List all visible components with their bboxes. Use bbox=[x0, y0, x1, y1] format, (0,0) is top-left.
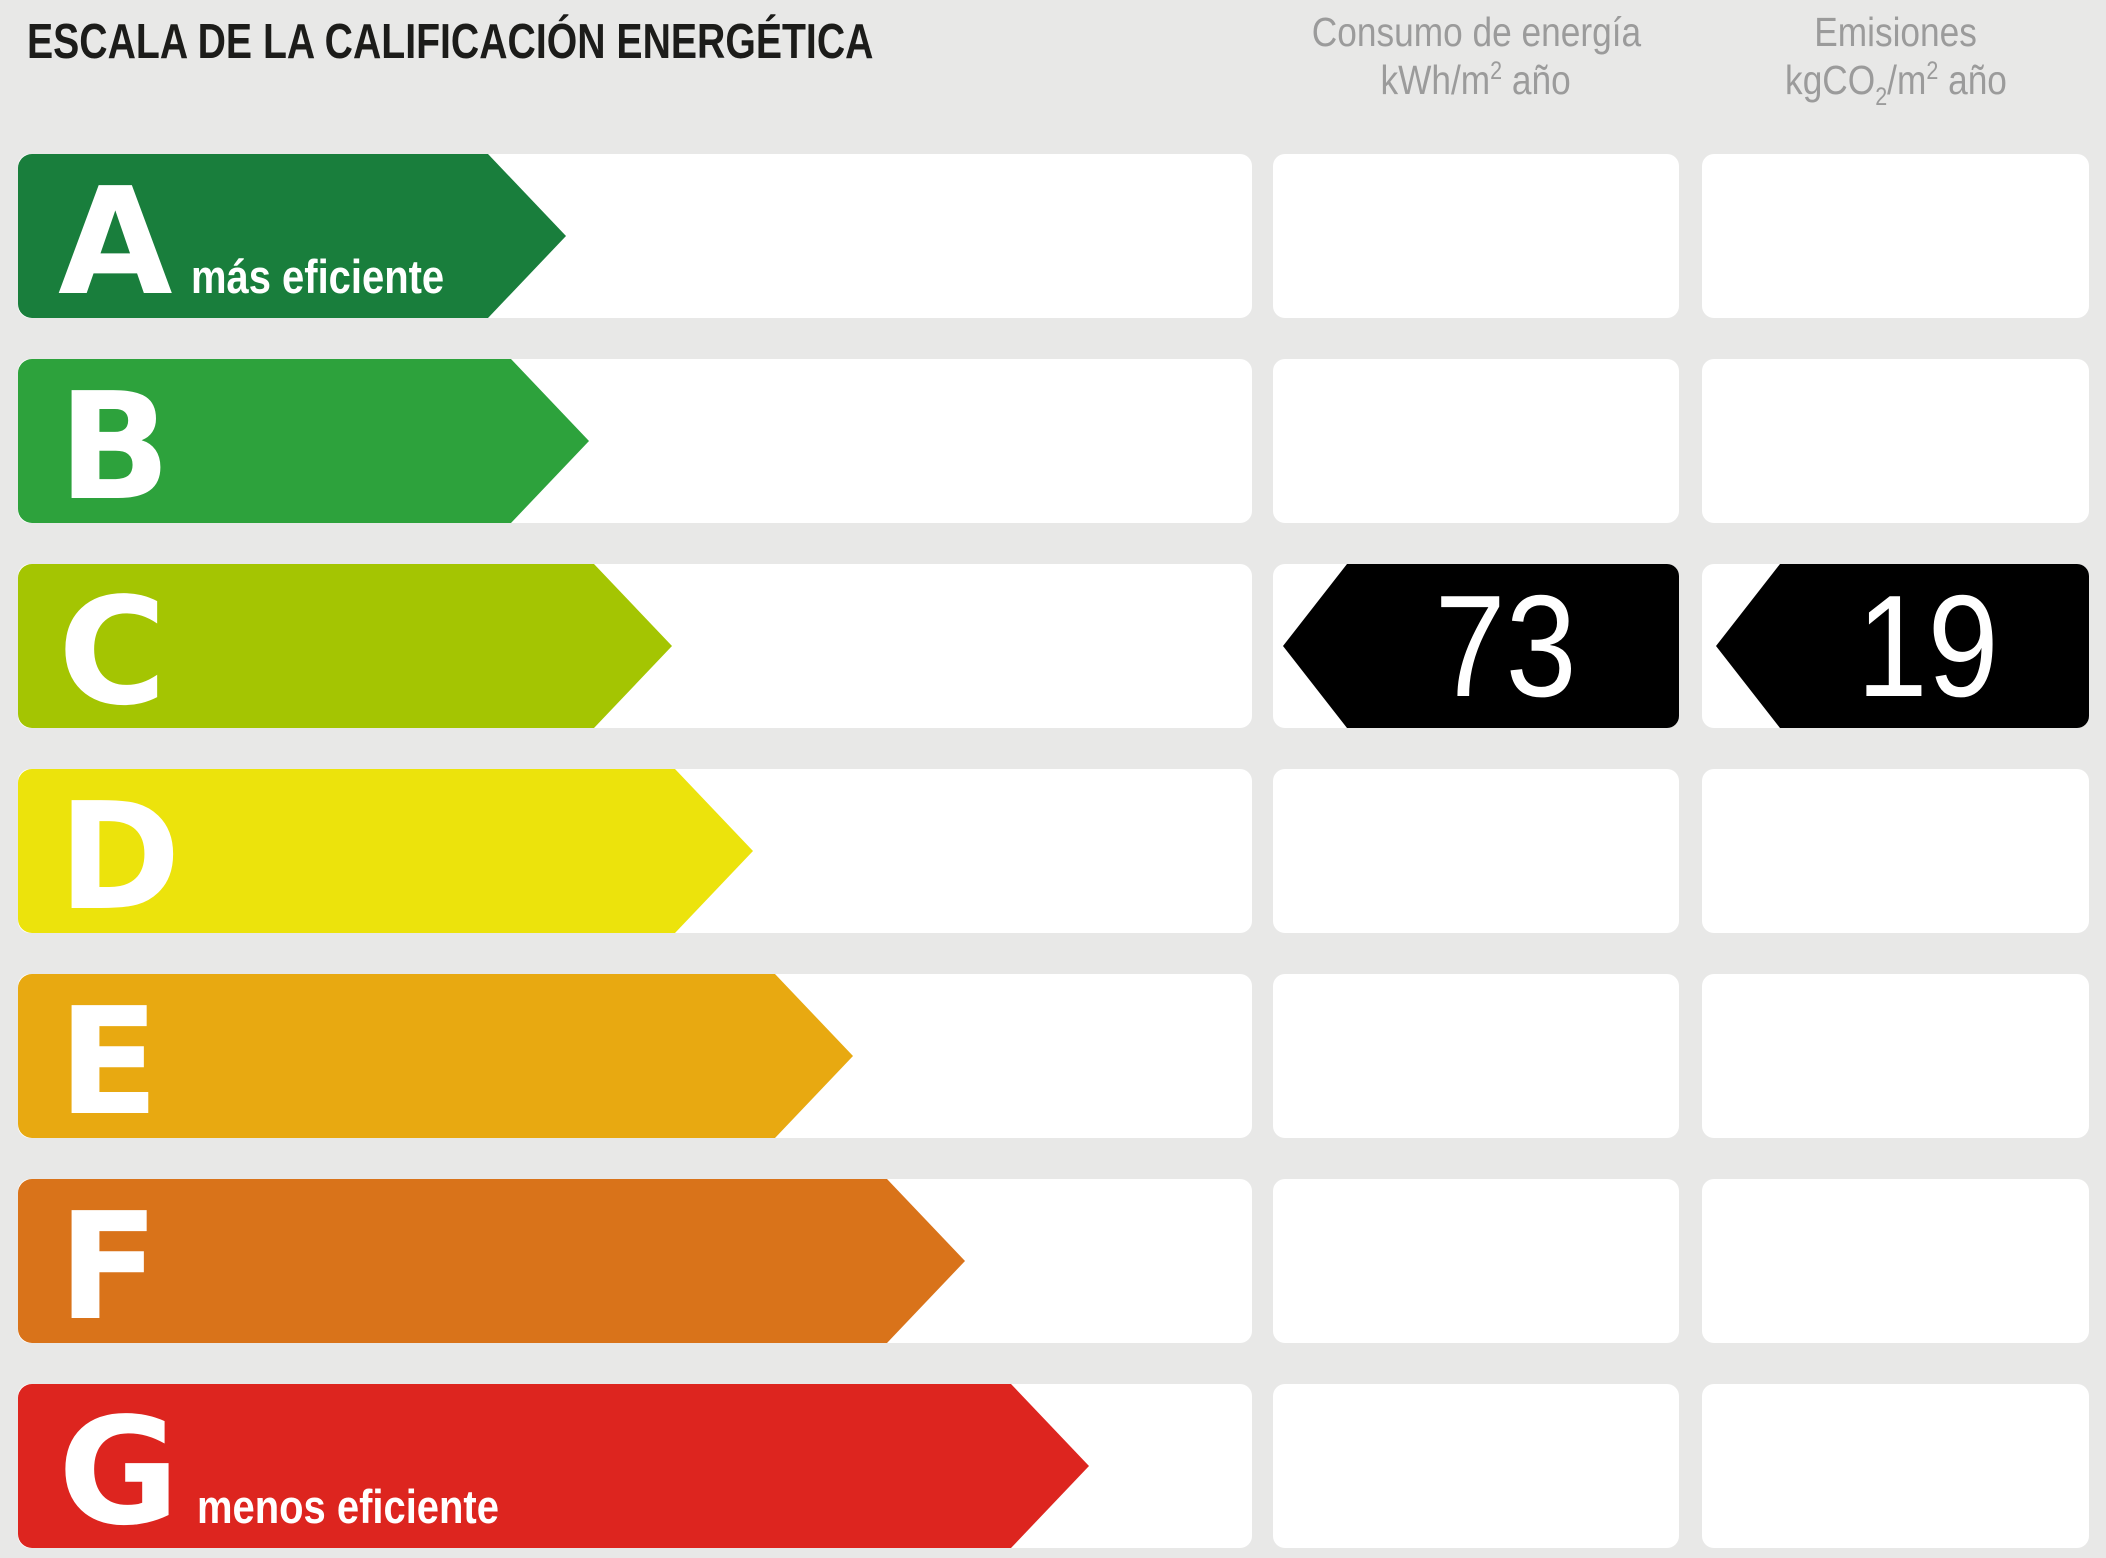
rating-letter: E bbox=[58, 976, 160, 1148]
rating-letter: C bbox=[58, 566, 167, 738]
right-point-icon bbox=[488, 154, 567, 318]
right-point-icon bbox=[511, 359, 589, 523]
rating-row-c: 73 19 C bbox=[18, 564, 2089, 728]
right-point-icon bbox=[675, 769, 753, 933]
rating-row-f: F bbox=[18, 1179, 2089, 1343]
rating-letter: D bbox=[58, 771, 181, 943]
rating-arrow: B bbox=[18, 359, 589, 523]
emisiones-cell bbox=[1702, 359, 2089, 523]
rating-arrow: A más eficiente bbox=[18, 154, 567, 328]
rating-row-a: A más eficiente bbox=[18, 154, 2089, 318]
emisiones-cell bbox=[1702, 154, 2089, 318]
emisiones-header-unit: kgCO2/m2 año bbox=[1784, 57, 2007, 111]
emisiones-cell bbox=[1702, 974, 2089, 1138]
page-title-text: ESCALA DE LA CALIFICACIÓN ENERGÉTICA bbox=[27, 15, 874, 69]
emisiones-value: 19 bbox=[1856, 564, 1999, 727]
emisiones-cell bbox=[1702, 769, 2089, 933]
consumo-value: 73 bbox=[1435, 564, 1577, 727]
consumo-cell bbox=[1273, 974, 1679, 1138]
page-title: ESCALA DE LA CALIFICACIÓN ENERGÉTICA bbox=[27, 15, 1085, 70]
consumo-header-unit: kWh/m2 año bbox=[1380, 57, 1572, 103]
emisiones-cell bbox=[1702, 1179, 2089, 1343]
rating-letter: F bbox=[58, 1181, 160, 1353]
rating-letter: G bbox=[58, 1386, 180, 1558]
rating-arrow: C bbox=[18, 564, 672, 728]
rating-row-e: E bbox=[18, 974, 2089, 1138]
consumo-column-header: Consumo de energía kWh/m2 año bbox=[1273, 8, 1679, 110]
rating-letter: A bbox=[58, 156, 173, 328]
rating-rows: A más eficiente B 73 19 C bbox=[0, 154, 2106, 1548]
rating-note: más eficiente bbox=[190, 250, 444, 303]
right-point-icon bbox=[1011, 1384, 1089, 1548]
right-point-icon bbox=[594, 564, 672, 728]
emisiones-column-header: Emisiones kgCO2/m2 año bbox=[1702, 8, 2089, 111]
consumo-header-line1: Consumo de energía bbox=[1311, 9, 1641, 55]
rating-arrow: G menos eficiente bbox=[18, 1384, 1089, 1548]
consumo-cell bbox=[1273, 154, 1679, 318]
rating-row-g: G menos eficiente bbox=[18, 1384, 2089, 1548]
emisiones-value-arrow: 19 bbox=[1716, 564, 2089, 728]
emisiones-cell bbox=[1702, 1384, 2089, 1548]
emisiones-cell: 19 bbox=[1702, 564, 2089, 728]
consumo-cell bbox=[1273, 1179, 1679, 1343]
rating-arrow: D bbox=[18, 769, 753, 933]
rating-note: menos eficiente bbox=[197, 1480, 500, 1533]
right-point-icon bbox=[775, 974, 853, 1138]
consumo-cell bbox=[1273, 359, 1679, 523]
consumo-cell bbox=[1273, 769, 1679, 933]
rating-arrow: F bbox=[18, 1179, 965, 1343]
consumo-cell bbox=[1273, 1384, 1679, 1548]
rating-row-d: D bbox=[18, 769, 2089, 933]
consumo-cell: 73 bbox=[1273, 564, 1679, 728]
consumo-value-arrow: 73 bbox=[1283, 564, 1679, 728]
left-point-icon bbox=[1716, 564, 1780, 728]
rating-letter: B bbox=[58, 361, 171, 533]
right-point-icon bbox=[887, 1179, 965, 1343]
rating-arrow: E bbox=[18, 974, 853, 1138]
emisiones-header-line1: Emisiones bbox=[1814, 9, 1977, 55]
left-point-icon bbox=[1283, 564, 1347, 728]
rating-row-b: B bbox=[18, 359, 2089, 523]
